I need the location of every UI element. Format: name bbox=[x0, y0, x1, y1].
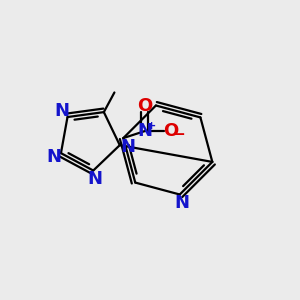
Text: N: N bbox=[46, 148, 61, 166]
Text: O: O bbox=[163, 122, 178, 140]
Text: +: + bbox=[146, 121, 156, 131]
Text: N: N bbox=[121, 138, 136, 156]
Text: O: O bbox=[137, 98, 152, 116]
Text: N: N bbox=[137, 122, 152, 140]
Text: N: N bbox=[87, 170, 102, 188]
Text: N: N bbox=[54, 102, 69, 120]
Text: −: − bbox=[172, 127, 185, 142]
Text: N: N bbox=[174, 194, 189, 212]
